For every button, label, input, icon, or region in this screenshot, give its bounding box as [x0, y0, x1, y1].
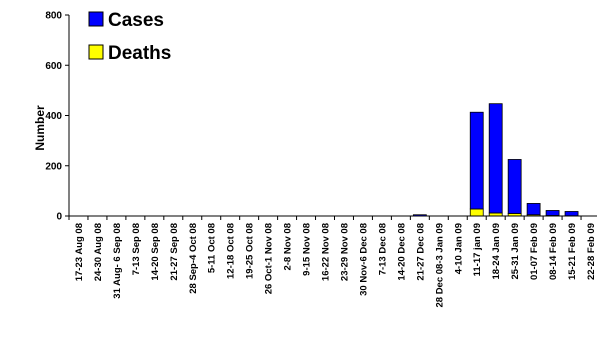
- y-tick-label: 600: [45, 61, 62, 72]
- y-tick-label: 0: [56, 212, 62, 223]
- x-tick-label: 23-29 Nov 08: [339, 223, 350, 281]
- x-tick-label: 4-10 Jan 09: [453, 223, 464, 274]
- y-tick-label: 800: [45, 11, 62, 22]
- y-tick-label: 400: [45, 111, 62, 122]
- x-tick-label: 2-8 Nov 08: [283, 223, 294, 271]
- x-tick-label: 24-30 Aug 08: [93, 223, 104, 281]
- x-tick-label: 25-31 Jan 09: [510, 223, 521, 280]
- legend-label: Deaths: [108, 43, 171, 64]
- y-axis-label: Number: [33, 105, 47, 151]
- x-tick-label: 26 Oct-1 Nov 08: [264, 223, 275, 294]
- x-tick-label: 19-25 Oct 08: [245, 223, 256, 279]
- bar-cases: [545, 210, 560, 216]
- legend-swatch: [88, 11, 104, 27]
- x-tick-label: 01-07 Feb 09: [529, 223, 540, 280]
- x-tick-label: 9-15 Nov 08: [302, 223, 313, 276]
- y-tick-label: 200: [45, 161, 62, 172]
- legend: Cases Deaths: [88, 10, 171, 64]
- x-tick-label: 21-27 Sep 08: [169, 223, 180, 281]
- bar-cases: [488, 103, 503, 214]
- x-tick-label: 08-14 Feb 09: [548, 223, 559, 280]
- x-tick-label: 18-24 Jan 09: [491, 223, 502, 280]
- x-tick-label: 21-27 Dec 08: [415, 223, 426, 281]
- x-tick-label: 17-23 Aug 08: [74, 223, 85, 281]
- x-tick-label: 31 Aug- 6 Sep 08: [112, 223, 123, 299]
- x-tick-label: 14-20 Sep 08: [150, 223, 161, 281]
- x-tick-label: 28 Sep-4 Oct 08: [188, 223, 199, 294]
- x-tick-label: 7-13 Dec 08: [377, 223, 388, 275]
- x-tick-label: 11-17 jan 09: [472, 223, 483, 276]
- legend-swatch: [88, 44, 104, 60]
- x-tick-label: 5-11 Oct 08: [207, 223, 218, 273]
- y-axis: 0 200 400 600 800: [45, 11, 70, 223]
- x-tick-label: 16-22 Nov 08: [321, 223, 332, 281]
- x-axis: 17-23 Aug 08 24-30 Aug 08 31 Aug- 6 Sep 08…: [68, 215, 597, 308]
- bar-cases: [564, 211, 579, 217]
- x-tick-label: 30 Nov-6 Dec 08: [358, 223, 369, 296]
- x-tick-label: 15-21 Feb 09: [567, 223, 578, 280]
- legend-label: Cases: [108, 10, 164, 31]
- bar-cases: [526, 203, 541, 216]
- x-tick-label: 22-28 Feb 09: [586, 223, 597, 280]
- bar-cases: [469, 111, 484, 210]
- x-tick-label: 12-18 Oct 08: [226, 223, 237, 279]
- x-tick-label: 28 Dec 08-3 Jan 09: [434, 223, 445, 308]
- bar-cases: [507, 159, 522, 214]
- x-tick-label: 7-13 Sep 08: [131, 223, 142, 275]
- bar-deaths: [469, 208, 484, 217]
- x-tick-label: 14-20 Dec 08: [396, 223, 407, 281]
- bars: [412, 103, 579, 217]
